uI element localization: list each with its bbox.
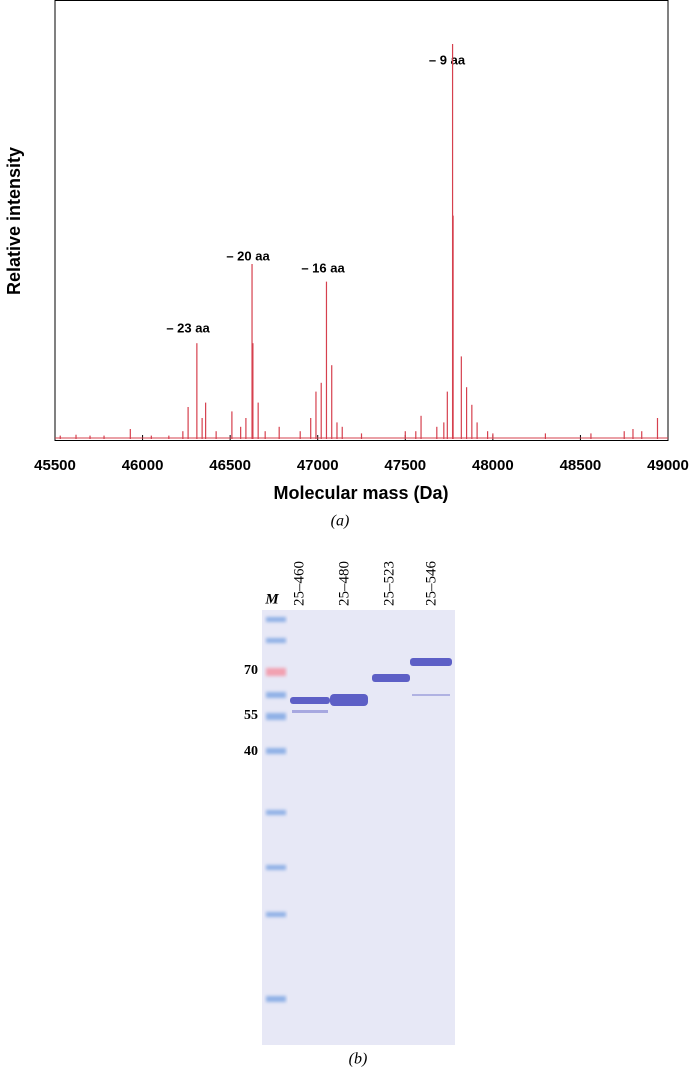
marker-band	[266, 638, 286, 643]
marker-size: 70	[244, 663, 258, 678]
x-axis-label: Molecular mass (Da)	[273, 483, 448, 503]
annotation: – 16 aa	[301, 260, 345, 275]
lane-label: 25–546	[423, 561, 439, 607]
protein-band	[292, 710, 328, 713]
marker-band	[266, 617, 286, 622]
marker-band	[266, 692, 286, 698]
protein-band	[412, 694, 450, 696]
lane-label: 25–523	[381, 561, 397, 606]
x-tick-label: 47500	[384, 457, 426, 474]
x-tick-label: 48000	[472, 457, 514, 474]
x-tick-label: 48500	[560, 457, 602, 474]
x-tick-label: 47000	[297, 457, 339, 474]
lane-label: 25–460	[291, 561, 307, 606]
x-tick-label: 49000	[647, 457, 689, 474]
lane-label: 25–480	[336, 561, 352, 606]
plot-frame	[54, 0, 669, 441]
lane-label: M	[264, 591, 279, 607]
annotation: – 23 aa	[166, 320, 210, 335]
marker-size: 55	[244, 708, 258, 723]
marker-band	[266, 668, 286, 676]
y-axis-label: Relative intensity	[4, 147, 24, 295]
gel-background	[262, 610, 455, 1045]
annotation: – 9 aa	[429, 52, 466, 67]
protein-band	[290, 697, 330, 704]
caption: (b)	[349, 1051, 368, 1068]
marker-band	[266, 810, 286, 815]
marker-ladder	[266, 617, 286, 1002]
marker-band	[266, 865, 286, 870]
gel: M 25–460 25–480 25–523 25–546 70 55 40 (…	[244, 561, 455, 1068]
marker-band	[266, 713, 286, 720]
x-tick-label: 46000	[122, 457, 164, 474]
marker-band	[266, 912, 286, 917]
marker-size: 40	[244, 744, 258, 759]
marker-band	[266, 996, 286, 1002]
sample-bands	[290, 658, 452, 713]
protein-band	[410, 658, 452, 666]
protein-band	[372, 674, 410, 682]
marker-band	[266, 748, 286, 754]
x-tick-label: 46500	[209, 457, 251, 474]
x-tick-label: 45500	[34, 457, 76, 474]
protein-band	[330, 694, 368, 706]
annotation: – 20 aa	[226, 248, 270, 263]
caption: (a)	[331, 513, 350, 530]
